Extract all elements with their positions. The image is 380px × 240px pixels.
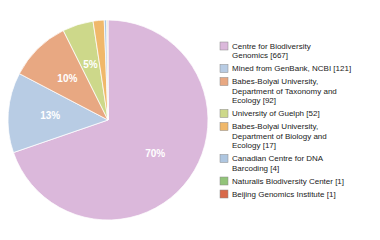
slice [104,20,108,120]
legend-label: University of Guelph [52] [232,109,320,118]
legend-swatch [220,155,228,163]
legend-swatch [220,123,228,131]
legend-swatch [220,177,228,185]
legend-swatch [220,110,228,118]
slice-labels: 70% 13% 10% 5% [40,59,165,159]
legend-swatch [220,65,228,73]
legend-swatch [220,190,228,198]
legend-label: Canadian Centre for DNABarcoding [4] [232,154,324,173]
legend-label: Babes-Bolyai University,Department of Ta… [232,77,337,105]
legend-label: Babes-Bolyai University,Department of Bi… [232,122,327,150]
legend-swatch [220,42,228,50]
slice-label: 10% [57,73,77,84]
slice-label: 70% [145,148,165,159]
legend-label: Centre for BiodiversityGenomics [667] [232,42,311,61]
legend-label: Beijing Genomics Institute [1] [232,190,336,199]
legend-label: Naturalis Biodiversity Center [1] [232,177,344,186]
slices [8,20,208,220]
slice-label: 5% [83,59,98,70]
slice [107,20,109,120]
slice [13,20,208,220]
legend: Centre for BiodiversityGenomics [667] Min… [220,42,351,199]
slice-label: 13% [40,110,60,121]
legend-swatch [220,78,228,86]
legend-label: Mined from GenBank, NCBI [121] [232,64,351,73]
slice [107,20,108,120]
chart: 70% 13% 10% 5% Centre for BiodiversityGenomi… [0,0,380,240]
